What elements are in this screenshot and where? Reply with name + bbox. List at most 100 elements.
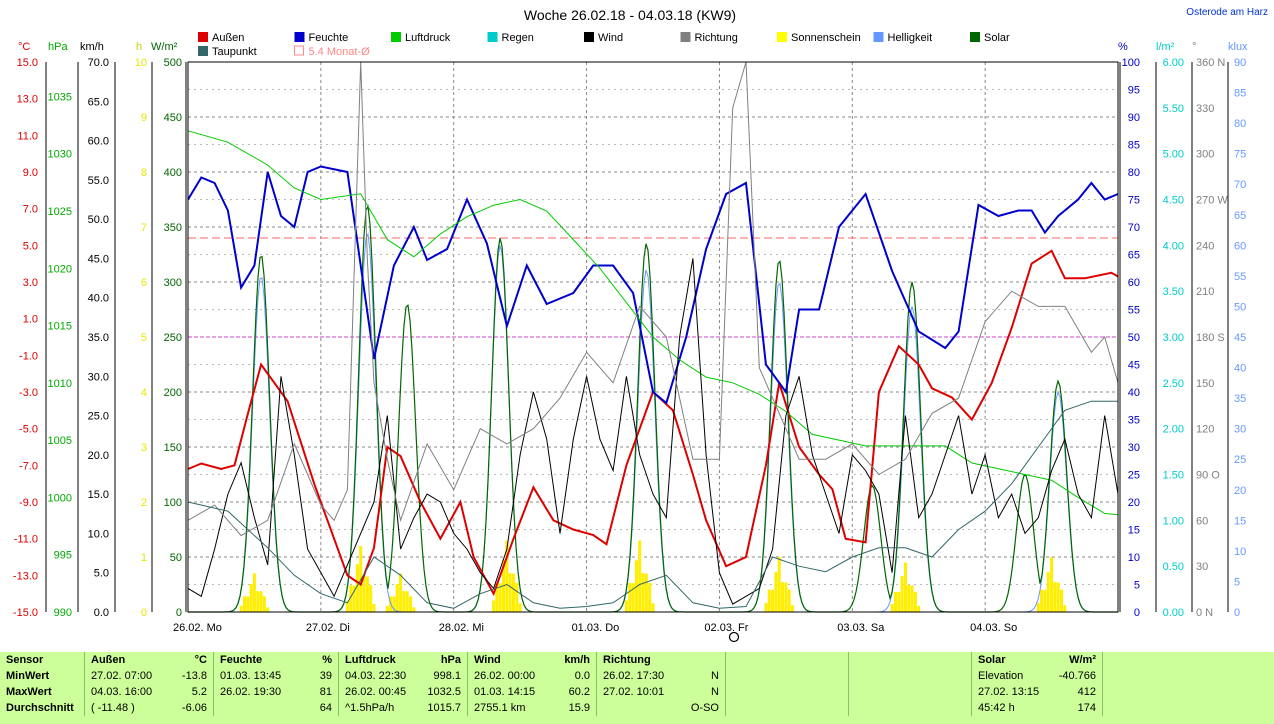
temp-tick: -5.0 — [19, 424, 38, 436]
stats-cell: 998.1 — [433, 670, 461, 682]
klux-tick: 90 — [1234, 57, 1246, 69]
humidity-tick: 50 — [1128, 332, 1140, 344]
stats-header: Wind — [467, 652, 546, 668]
wind-tick: 70.0 — [88, 57, 109, 69]
humidity-tick: 55 — [1128, 305, 1140, 317]
wind-unit: km/h — [80, 41, 104, 53]
klux-tick: 85 — [1234, 88, 1246, 100]
stats-cell: 412 — [1077, 686, 1096, 698]
wind-tick: 30.0 — [88, 371, 109, 383]
stats-cell — [213, 700, 298, 716]
stats-cell: ( -11.48 ) — [84, 700, 163, 716]
rain-tick: 2.50 — [1163, 378, 1184, 390]
stats-cell: ^1.5hPa/h — [338, 700, 417, 716]
temp-tick: 11.0 — [17, 130, 38, 142]
rain-unit: l/m² — [1156, 41, 1175, 53]
stats-spacer — [725, 684, 849, 700]
klux-tick: 60 — [1234, 240, 1246, 252]
stats-row-label: MaxWert — [6, 686, 52, 698]
legend-label: Taupunkt — [212, 46, 257, 58]
humidity-tick: 60 — [1128, 277, 1140, 289]
stats-cell: 27.02. 10:01 — [596, 684, 675, 700]
wind-tick: 25.0 — [88, 411, 109, 423]
sunshine-bar — [495, 582, 499, 612]
stats-cell: 27.02. 07:00 — [84, 668, 163, 684]
legend-swatch — [198, 46, 208, 56]
pressure-tick: 995 — [54, 550, 72, 562]
sunshine-bar — [256, 591, 260, 612]
pressure-tick: 1005 — [48, 435, 72, 447]
stats-row-min: MinWert 27.02. 07:00 -13.8 01.03. 13:45 … — [0, 668, 1274, 684]
stats-spacer — [1102, 684, 1274, 700]
humidity-tick: 10 — [1128, 552, 1140, 564]
stats-cell: -40.766 — [1058, 670, 1096, 682]
wind-tick: 15.0 — [88, 489, 109, 501]
dewpoint-line — [187, 400, 1118, 609]
wind-tick: 5.0 — [94, 568, 109, 580]
direction-unit: ° — [1192, 41, 1196, 53]
sun-tick: 1 — [141, 552, 147, 564]
sunshine-bar — [771, 589, 775, 612]
klux-tick: 55 — [1234, 271, 1246, 283]
klux-tick: 45 — [1234, 332, 1246, 344]
sunshine-bar — [1040, 589, 1044, 612]
legend-label: Richtung — [695, 32, 738, 44]
direction-tick: 30 — [1196, 561, 1208, 573]
sunshine-bar — [648, 582, 652, 612]
klux-tick: 65 — [1234, 210, 1246, 222]
temp-tick: 13.0 — [17, 94, 38, 106]
rain-tick: 4.50 — [1163, 195, 1184, 207]
sunshine-bar — [249, 584, 253, 612]
sunshine-bar — [369, 585, 373, 612]
stats-header: hPa — [440, 654, 461, 666]
stats-header: °C — [194, 654, 207, 666]
sunshine-bar — [508, 573, 512, 612]
legend: Außen Feuchte Luftdruck Regen Wind Richtung So… — [198, 32, 1010, 58]
humidity-tick: 90 — [1128, 112, 1140, 124]
legend-label: 5.4 Monat-Ø — [309, 46, 371, 58]
sunshine-bar — [1063, 605, 1067, 612]
humidity-tick: 25 — [1128, 470, 1140, 482]
x-label: 02.03. Fr — [704, 622, 748, 634]
sun-tick: 8 — [141, 167, 147, 179]
solar-tick: 150 — [164, 442, 182, 454]
klux-tick: 20 — [1234, 485, 1246, 497]
x-label: 01.03. Do — [572, 622, 620, 634]
x-axis-labels: 26.02. Mo 27.02. Di 28.02. Mi 01.03. Do 02.0… — [173, 622, 1017, 634]
temp-tick: -1.0 — [19, 350, 38, 362]
sunshine-bar — [764, 603, 768, 612]
stats-cell: 1032.5 — [427, 686, 461, 698]
solar-tick: 250 — [164, 332, 182, 344]
stats-row-avg: Durchschnitt ( -11.48 ) -6.06 64 ^1.5hPa… — [0, 700, 1274, 716]
sunshine-bar — [349, 585, 353, 612]
rain-tick: 4.00 — [1163, 240, 1184, 252]
humidity-tick: 35 — [1128, 415, 1140, 427]
direction-tick: 0 N — [1196, 607, 1213, 619]
sunshine-bar — [784, 582, 788, 612]
legend-swatch — [680, 32, 691, 42]
legend-swatch — [584, 32, 594, 42]
humidity-tick: 95 — [1128, 85, 1140, 97]
klux-tick: 25 — [1234, 454, 1246, 466]
stats-cell: 04.03. 22:30 — [338, 668, 417, 684]
stats-spacer — [848, 652, 972, 668]
stats-header-row: Sensor Außen °C Feuchte % Luftdruck hPa … — [0, 652, 1274, 668]
stats-cell: 26.02. 19:30 — [213, 684, 298, 700]
stats-cell: 1015.7 — [427, 702, 461, 714]
stats-cell: O-SO — [690, 702, 719, 714]
direction-tick: 120 — [1196, 424, 1214, 436]
sunshine-bar — [365, 576, 369, 612]
elevation-marker — [728, 631, 740, 643]
wind-tick: 35.0 — [88, 332, 109, 344]
klux-tick: 75 — [1234, 149, 1246, 161]
sunshine-bar — [262, 596, 266, 612]
humidity-tick: 80 — [1128, 167, 1140, 179]
stats-header — [675, 652, 726, 668]
sunshine-bar — [787, 589, 791, 612]
sunshine-bar — [910, 585, 914, 612]
klux-tick: 50 — [1234, 301, 1246, 313]
stats-cell: 45:42 h — [971, 700, 1050, 716]
sunshine-bar — [515, 582, 519, 612]
stats-spacer — [848, 684, 972, 700]
pressure-tick: 990 — [54, 607, 72, 619]
